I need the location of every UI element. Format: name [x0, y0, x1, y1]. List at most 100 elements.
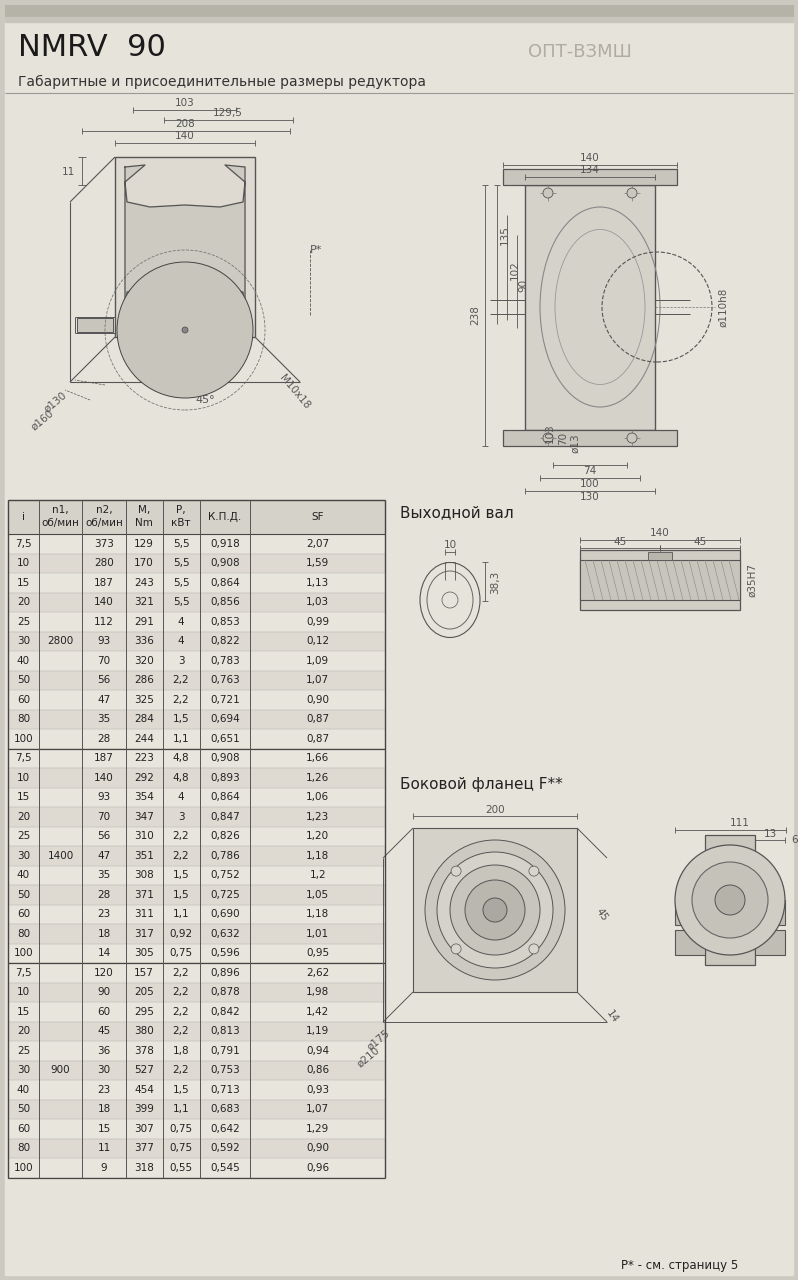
- Text: 0,642: 0,642: [210, 1124, 240, 1134]
- Text: 1400: 1400: [47, 851, 73, 860]
- Text: 2800: 2800: [47, 636, 73, 646]
- Text: SF: SF: [311, 512, 324, 522]
- Text: 308: 308: [134, 870, 154, 881]
- Text: 0,95: 0,95: [306, 948, 330, 959]
- Text: 60: 60: [17, 909, 30, 919]
- Text: кВт: кВт: [172, 518, 191, 527]
- Text: 317: 317: [134, 929, 154, 938]
- Bar: [8, 983, 385, 1002]
- Circle shape: [221, 366, 227, 371]
- Circle shape: [627, 433, 637, 443]
- Text: ø130: ø130: [41, 390, 68, 415]
- Text: n1,: n1,: [53, 506, 69, 515]
- Text: 100: 100: [14, 733, 34, 744]
- Bar: [675, 931, 705, 955]
- Circle shape: [218, 364, 230, 375]
- Bar: [8, 787, 385, 806]
- Text: 187: 187: [94, 753, 114, 763]
- Text: 0,683: 0,683: [210, 1105, 240, 1115]
- Text: 50: 50: [17, 1105, 30, 1115]
- Text: 18: 18: [97, 1105, 111, 1115]
- Text: 187: 187: [94, 577, 114, 588]
- Text: Nm: Nm: [135, 518, 153, 527]
- Text: 1,1: 1,1: [172, 733, 189, 744]
- Text: 80: 80: [17, 929, 30, 938]
- Text: 527: 527: [134, 1065, 154, 1075]
- Circle shape: [483, 899, 507, 922]
- Text: 70: 70: [97, 812, 110, 822]
- Text: 0,847: 0,847: [210, 812, 240, 822]
- Bar: [8, 1021, 385, 1041]
- Circle shape: [167, 312, 203, 348]
- Text: 23: 23: [97, 909, 111, 919]
- Text: 45: 45: [693, 538, 706, 547]
- Text: 56: 56: [97, 831, 111, 841]
- Text: 0,908: 0,908: [210, 753, 239, 763]
- Text: 30: 30: [97, 1065, 110, 1075]
- Bar: [5, 5, 793, 18]
- Text: 30: 30: [17, 1065, 30, 1075]
- Text: 10: 10: [17, 987, 30, 997]
- Bar: [8, 827, 385, 846]
- Text: 140: 140: [94, 598, 114, 607]
- Text: 28: 28: [97, 733, 111, 744]
- Text: 325: 325: [134, 695, 154, 705]
- Circle shape: [221, 288, 227, 293]
- Circle shape: [675, 845, 785, 955]
- Text: 0,918: 0,918: [210, 539, 240, 549]
- Text: 74: 74: [583, 466, 597, 476]
- Text: 70: 70: [97, 655, 110, 666]
- Bar: [8, 1061, 385, 1080]
- Circle shape: [529, 867, 539, 876]
- Text: 20: 20: [17, 1027, 30, 1037]
- Text: К.П.Д.: К.П.Д.: [208, 512, 242, 522]
- Text: 60: 60: [17, 695, 30, 705]
- Text: 0,783: 0,783: [210, 655, 240, 666]
- Text: 0,791: 0,791: [210, 1046, 240, 1056]
- Text: 120: 120: [94, 968, 114, 978]
- Text: 14: 14: [604, 1009, 620, 1025]
- Text: об/мин: об/мин: [41, 518, 80, 527]
- Text: 45°: 45°: [196, 396, 215, 404]
- Text: ø13: ø13: [570, 433, 580, 453]
- Text: 102: 102: [510, 260, 520, 280]
- Text: 286: 286: [134, 676, 154, 685]
- Text: 1,09: 1,09: [306, 655, 330, 666]
- Text: 295: 295: [134, 1007, 154, 1016]
- Text: 351: 351: [134, 851, 154, 860]
- Text: 0,90: 0,90: [306, 695, 330, 705]
- Bar: [8, 1080, 385, 1100]
- Text: 100: 100: [14, 948, 34, 959]
- Text: ø35H7: ø35H7: [747, 563, 757, 596]
- Text: 1,42: 1,42: [306, 1007, 330, 1016]
- Text: 25: 25: [17, 617, 30, 627]
- Text: 0,856: 0,856: [210, 598, 240, 607]
- Bar: [503, 169, 677, 186]
- Text: 0,690: 0,690: [210, 909, 239, 919]
- Bar: [5, 17, 793, 22]
- Text: 18: 18: [97, 929, 111, 938]
- Text: 223: 223: [134, 753, 154, 763]
- Bar: [77, 317, 113, 332]
- Bar: [8, 1158, 385, 1178]
- Circle shape: [175, 320, 195, 340]
- Text: 60: 60: [17, 1124, 30, 1134]
- Text: 318: 318: [134, 1162, 154, 1172]
- Text: 40: 40: [17, 1084, 30, 1094]
- Text: 1,2: 1,2: [310, 870, 326, 881]
- Text: 112: 112: [94, 617, 114, 627]
- Bar: [8, 1041, 385, 1061]
- Text: 1,66: 1,66: [306, 753, 330, 763]
- Text: 310: 310: [134, 831, 154, 841]
- Text: 130: 130: [580, 492, 600, 502]
- Bar: [8, 534, 385, 553]
- Text: 10: 10: [444, 540, 456, 550]
- Bar: [8, 500, 385, 534]
- Text: 0,75: 0,75: [169, 1143, 192, 1153]
- Text: 0,864: 0,864: [210, 792, 240, 803]
- Text: 47: 47: [97, 695, 111, 705]
- Text: 4: 4: [178, 792, 184, 803]
- Text: 90: 90: [97, 987, 110, 997]
- Bar: [8, 690, 385, 709]
- Text: 321: 321: [134, 598, 154, 607]
